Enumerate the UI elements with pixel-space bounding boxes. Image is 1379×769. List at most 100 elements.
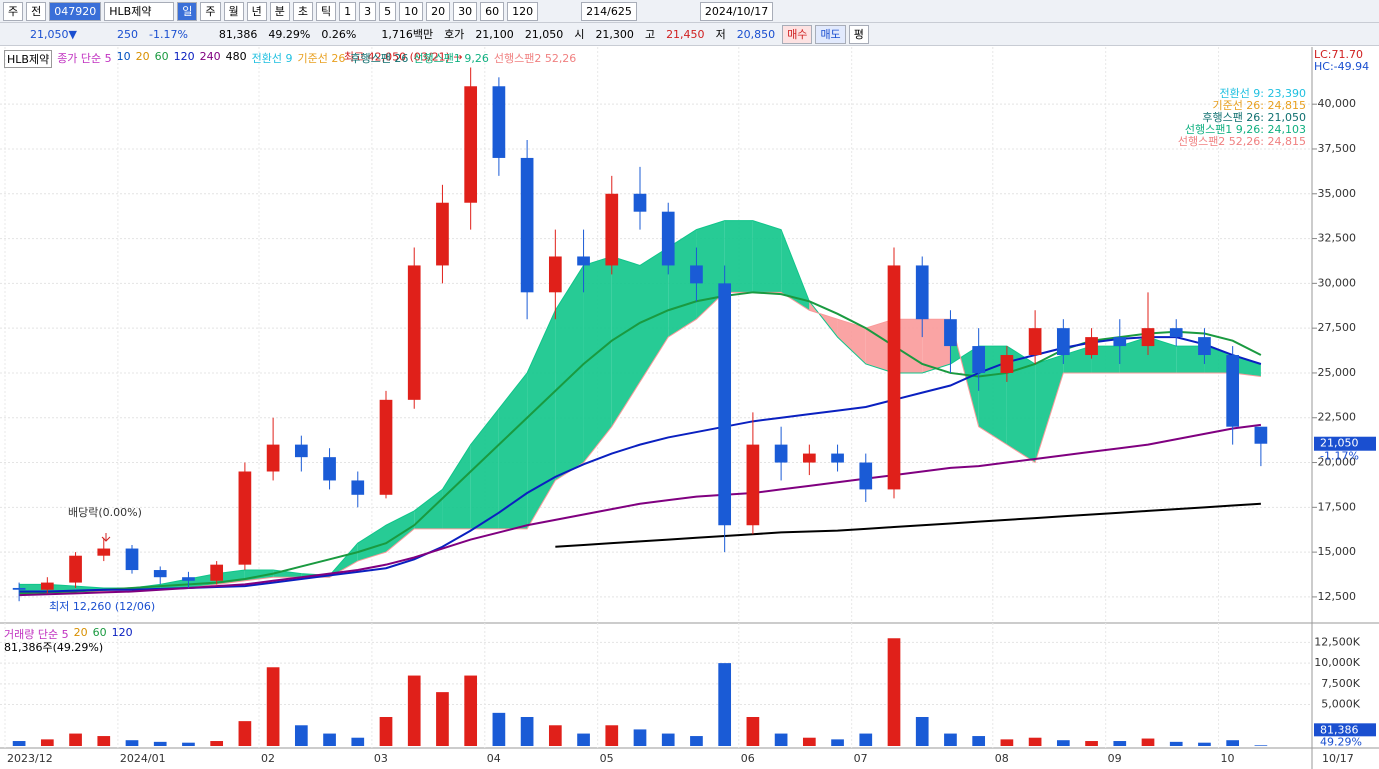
- buy-btn[interactable]: 매수: [782, 24, 813, 44]
- volume-bar: [238, 721, 252, 746]
- cloud-segment: [837, 319, 866, 364]
- candle-body: [944, 319, 957, 347]
- quote-bar: 21,050▼ 250 -1.17% 81,386 49.29% 0.26% 1…: [0, 23, 1379, 46]
- volume-bar: [1169, 741, 1183, 746]
- period-btn[interactable]: 일: [177, 1, 198, 21]
- interval-btn[interactable]: 30: [453, 1, 478, 21]
- x-tick-label: 08: [995, 752, 1009, 765]
- volume-bar: [125, 740, 139, 746]
- ichimoku-value: 기준선 26: 24,815: [1212, 99, 1306, 112]
- cloud-segment: [498, 372, 528, 529]
- legend-entry: 거래량 단순 5: [4, 628, 69, 641]
- y-tick-label: 7,500K: [1321, 677, 1360, 690]
- prev-btn[interactable]: 전: [26, 1, 47, 21]
- legend-entry: 종가 단순 5: [57, 52, 112, 65]
- cloud-segment: [640, 247, 669, 382]
- sell-btn[interactable]: 매도: [815, 24, 846, 44]
- volume-bar: [1254, 745, 1268, 746]
- stock-name[interactable]: HLB제약: [104, 1, 175, 21]
- y-tick-label: 40,000: [1318, 97, 1357, 110]
- low: 20,850: [736, 27, 776, 41]
- volume-bar: [294, 725, 308, 746]
- period-btn[interactable]: 년: [246, 1, 267, 21]
- date-field[interactable]: 2024/10/17: [699, 1, 774, 21]
- candle-body: [266, 444, 280, 472]
- volume-info: 81,386주(49.29%): [4, 641, 104, 654]
- interval-btn[interactable]: 10: [399, 1, 424, 21]
- cloud-segment: [386, 510, 415, 553]
- candle-body: [153, 570, 167, 578]
- volume-legend: 거래량 단순 5 20 60 120: [4, 626, 133, 642]
- period-btn[interactable]: 월: [223, 1, 244, 21]
- candle-body: [492, 86, 506, 158]
- label: 저: [715, 27, 726, 41]
- toolbar: 주 전 047920 HLB제약 일 주 월 년 분 초 틱 1 3 5 10 …: [0, 0, 1379, 23]
- candle-body: [407, 265, 421, 400]
- volume-bar: [831, 739, 844, 746]
- market-select[interactable]: 주: [3, 1, 24, 21]
- open: 21,300: [595, 27, 634, 41]
- volume-pct-label: 49.29%: [1320, 735, 1362, 748]
- x-tick-label: 09: [1108, 752, 1122, 765]
- legend-entry: 60: [92, 626, 107, 639]
- candle-body: [1000, 355, 1014, 373]
- candle-body: [1169, 328, 1183, 338]
- label: 호가: [444, 27, 465, 41]
- ichimoku-value: 선행스팬2 52,26: 24,815: [1178, 135, 1306, 148]
- cloud-segment: [583, 256, 612, 463]
- legend-entry: 10: [116, 50, 131, 63]
- code-input[interactable]: 047920: [49, 1, 102, 21]
- cloud-segment: [1176, 346, 1205, 373]
- chart: 12,500 15,000 17,500 20,000 22,500 25,000 27,5…: [0, 47, 1379, 769]
- candle-body: [520, 157, 534, 293]
- volume-bar: [379, 716, 393, 746]
- ma-line: [19, 423, 1262, 597]
- candle-body: [1198, 337, 1211, 356]
- interval-btn[interactable]: 5: [379, 1, 397, 21]
- volume-bar: [464, 675, 478, 746]
- candle-body: [379, 399, 393, 495]
- volume-bar: [1028, 737, 1042, 746]
- period-btn[interactable]: 주: [200, 1, 221, 21]
- ichimoku-value: 전환선 9: 23,390: [1219, 87, 1306, 100]
- x-tick-label: 07: [854, 752, 868, 765]
- period-btn[interactable]: 분: [269, 1, 290, 21]
- cloud-segment: [922, 319, 951, 373]
- y-tick-label: 22,500: [1318, 411, 1357, 424]
- label: 고: [644, 27, 656, 41]
- interval-btn[interactable]: 60: [480, 1, 505, 21]
- y-tick-label: 15,000: [1318, 545, 1357, 558]
- candle-body: [690, 265, 703, 284]
- legend-entry: 선행스팬1 9,26: [413, 52, 489, 65]
- candle-body: [548, 256, 562, 293]
- y-tick-label: 32,500: [1318, 232, 1357, 245]
- ma-line: [555, 502, 1261, 548]
- y-tick-label: 12,500K: [1314, 635, 1360, 648]
- x-tick-label: 2023/12: [7, 752, 53, 765]
- ichimoku-value: 후행스팬 26: 21,050: [1202, 111, 1306, 124]
- legend: HLB제약 종가 단순 5 10 20 60 120 240 480 전환선 9 기준선 …: [4, 50, 576, 68]
- volume-bar: [577, 733, 590, 746]
- period-btn[interactable]: 틱: [316, 1, 337, 21]
- volume-bar: [802, 737, 816, 746]
- ask: 21,100: [475, 27, 514, 41]
- price-tag-label: 21,050: [1320, 437, 1359, 450]
- interval-btn[interactable]: 3: [359, 1, 377, 21]
- volume-pct: 49.29%: [268, 27, 311, 41]
- volume-bar: [210, 741, 224, 746]
- interval-btn[interactable]: 20: [426, 1, 451, 21]
- bid: 21,050: [524, 27, 564, 41]
- candle-body: [1226, 355, 1240, 427]
- candle-body: [802, 453, 816, 463]
- interval-btn[interactable]: 1: [339, 1, 357, 21]
- avg-btn[interactable]: 평: [848, 24, 869, 44]
- x-tick-label: 02: [261, 752, 275, 765]
- candle-body: [605, 193, 619, 266]
- period-btn[interactable]: 초: [292, 1, 313, 21]
- volume-bar: [718, 663, 732, 746]
- count-field[interactable]: 214/625: [581, 1, 637, 21]
- legend-entry: 후행스팬 26: [350, 52, 409, 65]
- volume-bar: [1000, 739, 1014, 746]
- interval-btn[interactable]: 120: [507, 1, 539, 21]
